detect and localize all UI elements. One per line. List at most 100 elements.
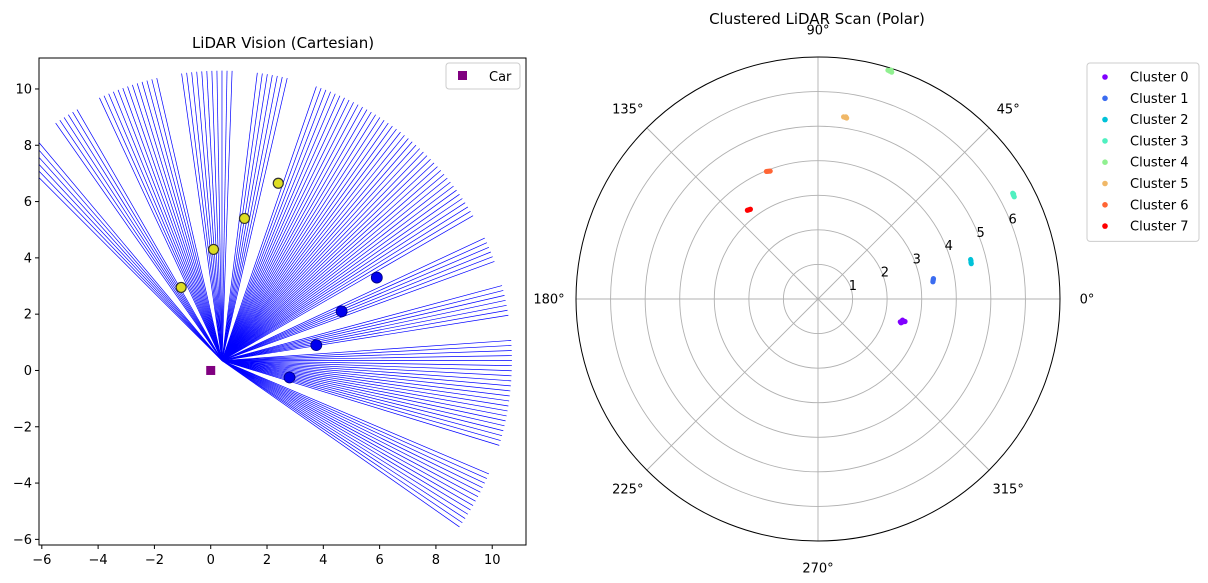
lidar-ray (221, 251, 491, 361)
lidar-ray (221, 99, 350, 361)
car-legend-marker (458, 71, 467, 80)
lidar-ray (221, 86, 317, 361)
polar-r-tick-label: 1 (849, 279, 857, 294)
lidar-ray (221, 215, 474, 361)
polar-spoke (646, 127, 819, 300)
lidar-ray (122, 88, 223, 361)
obstacle-point-blue (283, 371, 296, 384)
lidar-ray (186, 72, 223, 361)
lidar-ray (221, 360, 512, 382)
lidar-ray (221, 162, 435, 361)
lidar-ray (201, 71, 223, 361)
legend-label: Cluster 0 (1130, 71, 1189, 86)
x-tick-label: 10 (484, 553, 501, 568)
lidar-ray (99, 97, 223, 361)
y-tick-label: 0 (24, 364, 32, 379)
lidar-ray (221, 114, 376, 361)
legend-label: Cluster 1 (1130, 92, 1189, 107)
lidar-ray (221, 285, 503, 361)
lidar-ray (221, 314, 509, 361)
polar-r-tick-label: 2 (881, 266, 889, 281)
lidar-ray (221, 360, 466, 519)
lidar-ray (221, 151, 424, 361)
lidar-ray (221, 360, 507, 417)
lidar-ray (39, 149, 223, 361)
cartesian-chart-title: LiDAR Vision (Cartesian) (192, 34, 374, 52)
lidar-ray (221, 95, 341, 361)
lidar-ray (221, 360, 483, 489)
lidar-ray (221, 360, 512, 367)
lidar-ray (221, 189, 457, 361)
polar-chart: Clustered LiDAR Scan (Polar) 1 2 3 4 5 6 0° 45°… (533, 10, 1200, 577)
x-tick-label: 6 (375, 553, 383, 568)
polar-points (744, 67, 1017, 326)
lidar-ray (156, 78, 223, 361)
legend-marker (1102, 74, 1108, 80)
car-marker (206, 365, 216, 375)
lidar-ray (39, 170, 223, 361)
cluster-point (763, 168, 770, 175)
lidar-ray (221, 360, 500, 446)
cartesian-legend-box (445, 62, 521, 90)
lidar-ray (221, 261, 495, 361)
lidar-ray (221, 309, 508, 361)
lidar-ray (221, 360, 504, 432)
lidar-ray (221, 360, 476, 502)
polar-theta-label: 270° (802, 561, 833, 576)
lidar-ray (221, 247, 490, 361)
polar-theta-label: 225° (612, 483, 643, 498)
polar-outer-frame (575, 56, 1061, 542)
polar-grid (575, 56, 1061, 542)
lidar-ray (221, 194, 460, 361)
lidar-ray (221, 345, 512, 361)
lidar-ray (221, 144, 417, 361)
lidar-ray (221, 256, 493, 361)
lidar-ray (221, 102, 354, 361)
polar-legend-box (1086, 62, 1200, 242)
lidar-ray (221, 206, 469, 361)
lidar-ray (221, 88, 322, 361)
lidar-ray (221, 198, 463, 361)
legend-label: Cluster 3 (1130, 134, 1189, 149)
polar-ring (748, 229, 888, 369)
polar-r-tick-label: 6 (1008, 213, 1016, 228)
lidar-ray (221, 360, 490, 475)
lidar-ray (221, 304, 507, 361)
lidar-ray (151, 79, 223, 361)
lidar-ray (221, 360, 481, 493)
lidar-ray (63, 117, 223, 361)
lidar-ray (221, 360, 506, 422)
lidar-ray (191, 72, 223, 361)
lidar-ray (136, 83, 223, 361)
lidar-ray (221, 360, 479, 498)
lidar-ray (127, 86, 223, 361)
lidar-ray (221, 295, 505, 361)
lidar-ray (196, 71, 223, 361)
lidar-ray (221, 360, 512, 372)
y-tick-label: 2 (24, 308, 32, 323)
lidar-ray (146, 80, 223, 361)
lidar-ray (72, 111, 223, 361)
lidar-ray (221, 148, 420, 361)
lidar-ray (221, 89, 327, 361)
lidar-ray (39, 142, 223, 361)
lidar-ray (221, 78, 288, 361)
lidar-ray (39, 163, 223, 361)
polar-ring (713, 194, 923, 404)
polar-labels: 1 2 3 4 5 6 0° 45° 90° 135° 180° 225° 270° 315° (533, 24, 1094, 577)
lidar-ray (221, 173, 445, 361)
cluster-point (744, 207, 751, 213)
lidar-ray (221, 70, 228, 361)
lidar-ray (221, 360, 487, 479)
lidar-ray (103, 95, 223, 361)
lidar-ray (221, 360, 511, 387)
lidar-ray (221, 91, 331, 361)
legend-label: Cluster 4 (1130, 156, 1189, 171)
lidar-ray (59, 120, 223, 361)
lidar-ray (221, 360, 509, 407)
lidar-ray (221, 360, 485, 484)
polar-ring (782, 263, 854, 335)
lidar-ray (221, 166, 438, 361)
polar-r-tick-label: 4 (945, 239, 953, 254)
